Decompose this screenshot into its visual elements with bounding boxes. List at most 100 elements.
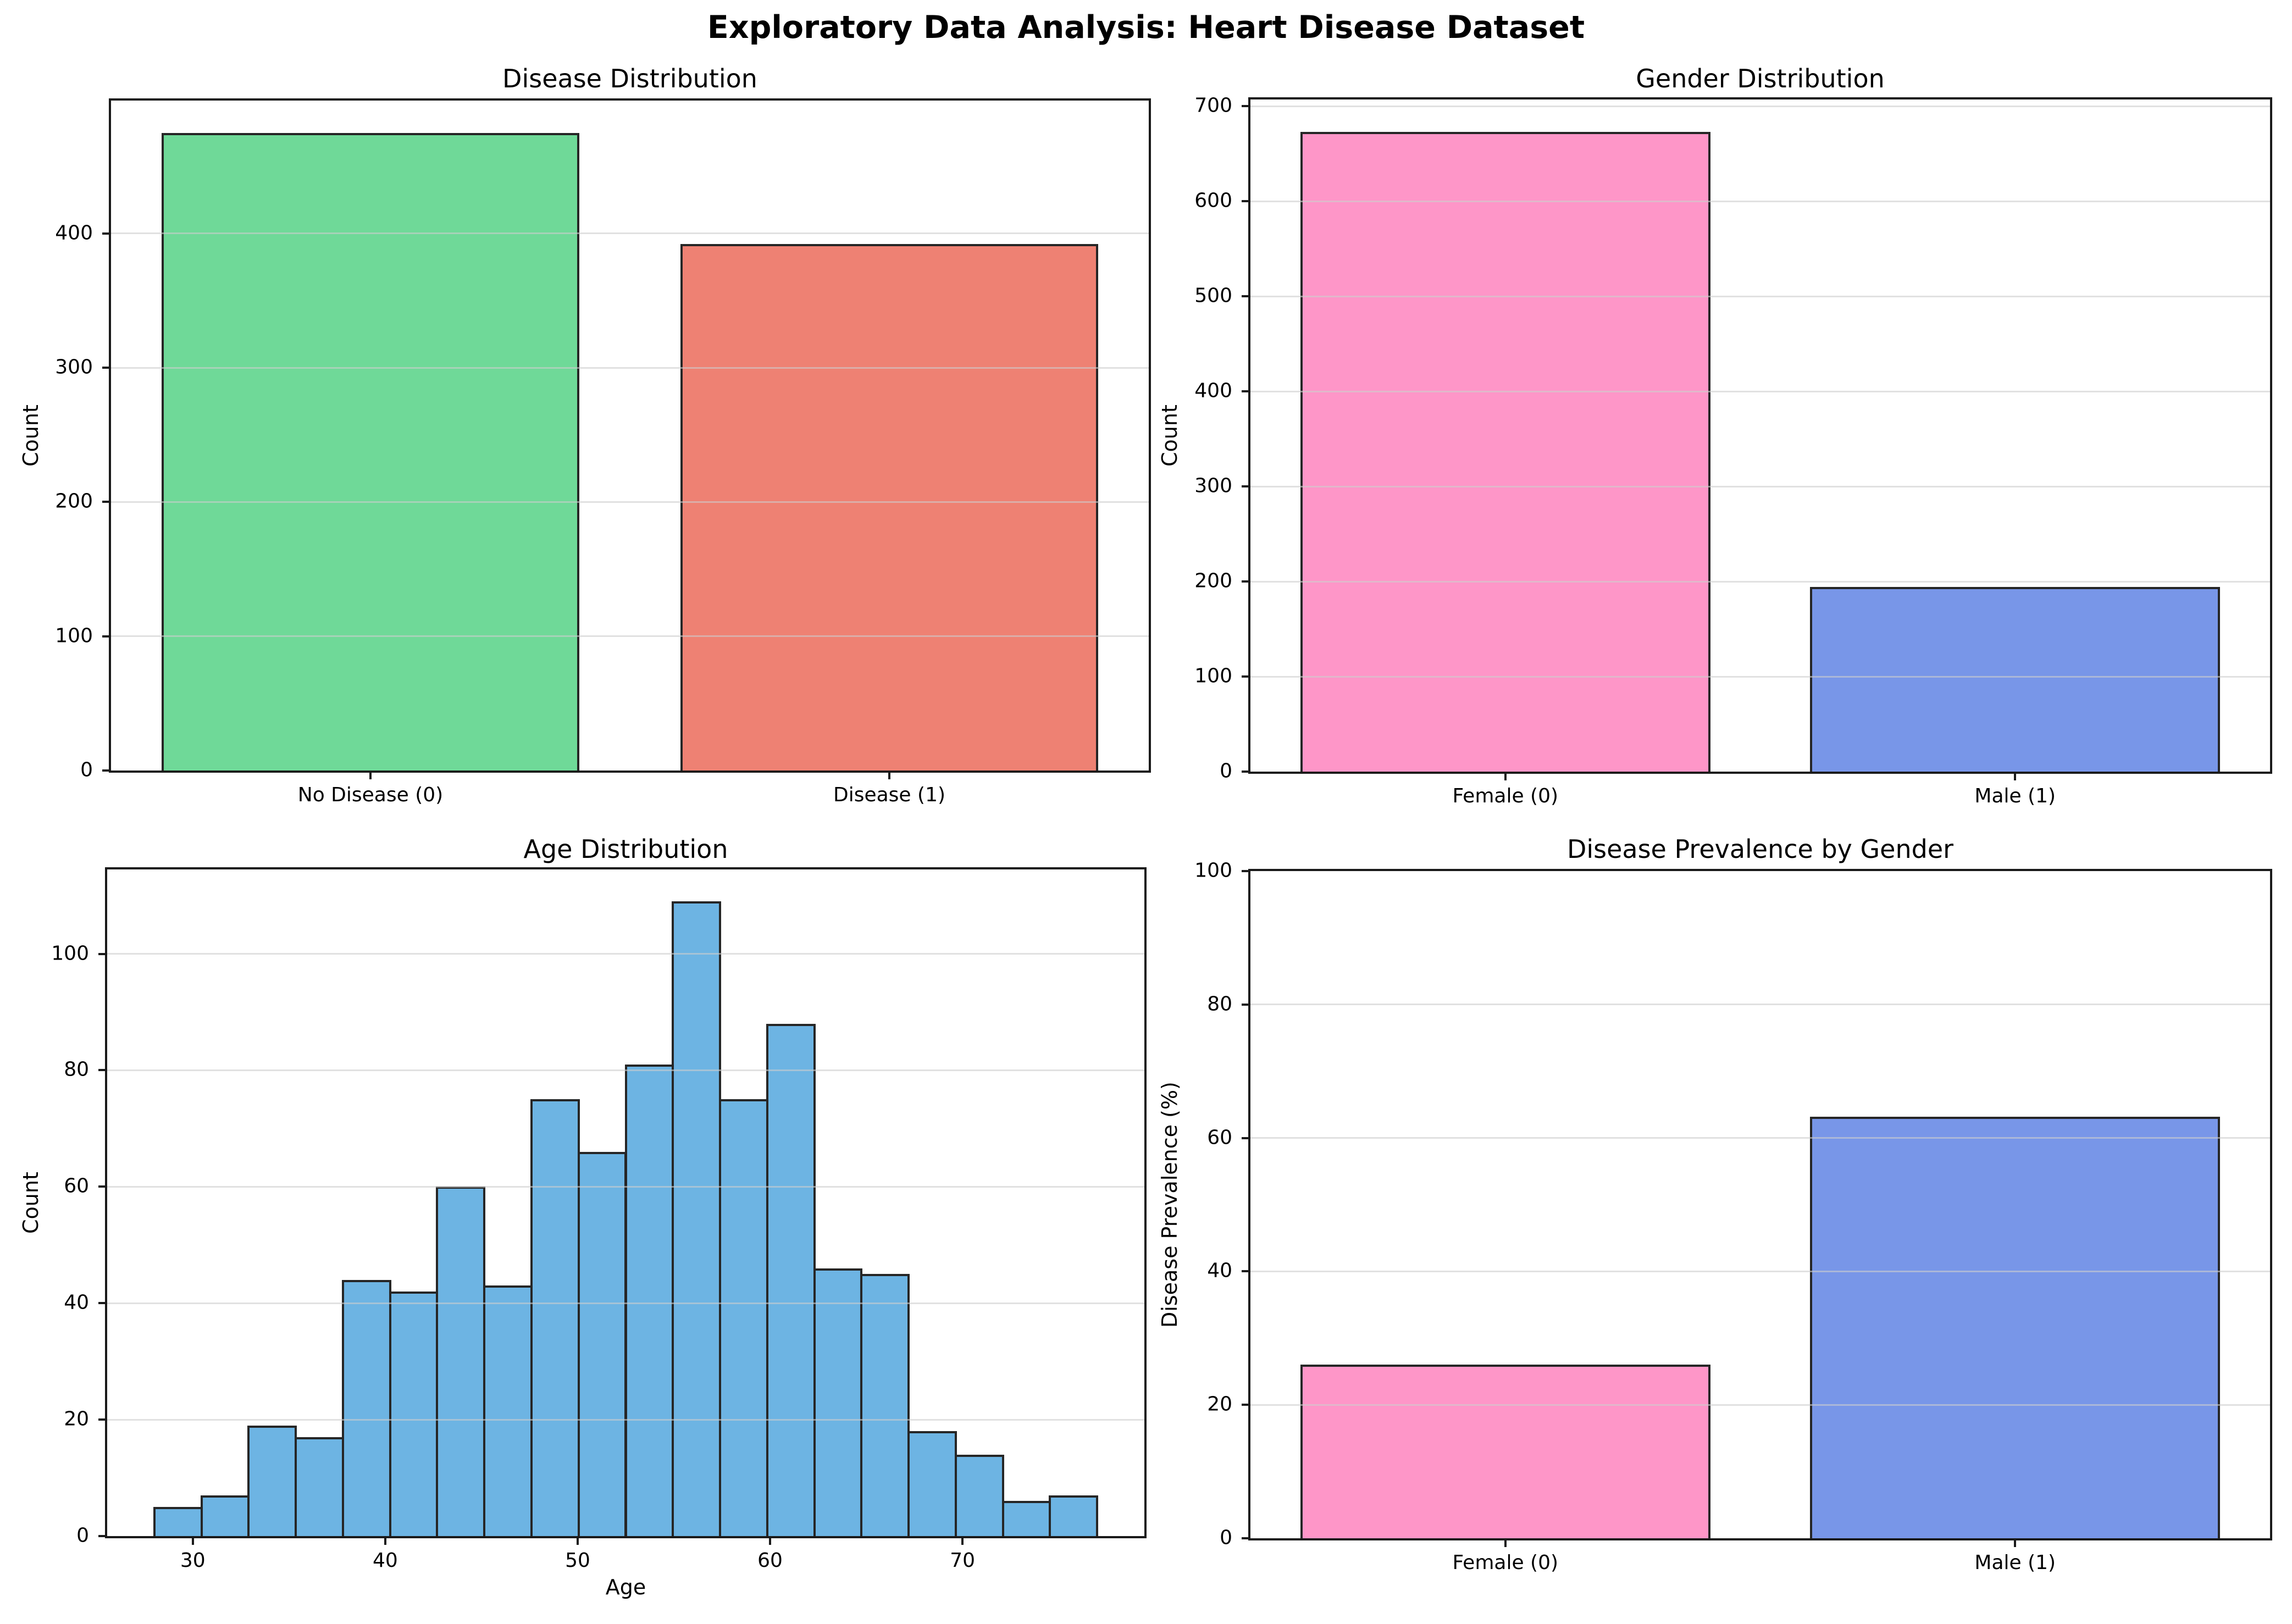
- x-tick-mark: [888, 773, 890, 779]
- x-tick-mark: [2014, 774, 2017, 780]
- bar-male-1-: [1810, 587, 2221, 772]
- category-label: No Disease (0): [297, 784, 444, 806]
- histogram-bar: [200, 1495, 250, 1536]
- histogram-bar: [766, 1023, 816, 1536]
- histogram-bar: [624, 1064, 674, 1536]
- gridline-y-40: [1250, 1270, 2270, 1272]
- x-tick-mark: [576, 1538, 579, 1545]
- histogram-bar: [530, 1099, 580, 1536]
- y-tick-label: 200: [55, 490, 93, 513]
- histogram-bar: [341, 1279, 391, 1536]
- y-tick-mark: [102, 635, 109, 638]
- gridline-y-500: [1250, 295, 2270, 297]
- bar-no-disease-0-: [162, 132, 579, 771]
- x-tick-label: 40: [372, 1549, 398, 1572]
- y-tick-mark: [1242, 771, 1248, 773]
- bar-female-0-: [1300, 131, 1710, 772]
- x-tick-mark: [384, 1538, 386, 1545]
- y-tick-label: 0: [1220, 760, 1232, 783]
- y-tick-mark: [1242, 1137, 1248, 1139]
- y-tick-label: 400: [55, 221, 93, 245]
- y-tick-label: 700: [1194, 94, 1232, 117]
- x-tick-label: 30: [180, 1549, 206, 1572]
- y-tick-label: 100: [55, 624, 93, 647]
- gridline-y-20: [1250, 1404, 2270, 1406]
- x-tick-mark: [1504, 774, 1507, 780]
- x-tick-mark: [191, 1538, 194, 1545]
- x-tick-mark: [1504, 1540, 1507, 1547]
- y-tick-mark: [98, 952, 105, 955]
- y-tick-mark: [98, 1302, 105, 1305]
- y-tick-label: 100: [1194, 859, 1232, 882]
- y-tick-label: 200: [1194, 569, 1232, 592]
- y-tick-label: 0: [80, 758, 93, 781]
- x-tick-label: 50: [565, 1549, 590, 1572]
- chart-title-disease-prevalence: Disease Prevalence by Gender: [1566, 834, 1954, 864]
- y-tick-label: 40: [1207, 1260, 1232, 1283]
- histogram-bar: [719, 1099, 768, 1536]
- plot-area-disease-distribution: 0 100 200 300 400 No Disease (0) Disease (1): [55, 98, 1151, 806]
- y-tick-label: 300: [1194, 474, 1232, 497]
- y-axis-label-disease-prevalence: Disease Prevalence (%): [1158, 1082, 1182, 1328]
- y-tick-mark: [1242, 1003, 1248, 1006]
- gridline-y-400: [1250, 390, 2270, 392]
- gridline-y-60: [107, 1185, 1144, 1188]
- plot-area-gender-distribution: 0 100 200 300 400 500 600 700 Female (0) Male (1): [1194, 95, 2272, 807]
- histogram-bar: [247, 1425, 297, 1536]
- gridline-y-20: [107, 1418, 1144, 1421]
- gridline-y-60: [1250, 1137, 2270, 1139]
- gridline-y-100: [1250, 675, 2270, 678]
- x-tick-mark: [961, 1538, 964, 1545]
- y-tick-mark: [102, 367, 109, 369]
- gridline-y-200: [1250, 580, 2270, 583]
- gridline-y-300: [111, 367, 1149, 369]
- y-tick-mark: [1242, 105, 1248, 108]
- y-tick-mark: [98, 1535, 105, 1537]
- y-tick-label: 40: [64, 1291, 89, 1314]
- y-tick-mark: [1242, 295, 1248, 298]
- y-tick-mark: [98, 1069, 105, 1072]
- gridline-y-80: [107, 1069, 1144, 1071]
- gridline-y-300: [1250, 485, 2270, 487]
- y-axis-label-age-distribution: Count: [19, 1172, 43, 1234]
- histogram-bar: [577, 1151, 627, 1536]
- y-tick-mark: [102, 501, 109, 503]
- y-tick-label: 600: [1194, 189, 1232, 212]
- x-axis-label-age: Age: [605, 1575, 646, 1599]
- histogram-bar: [153, 1507, 203, 1536]
- y-tick-mark: [1242, 1404, 1248, 1406]
- histogram-bar: [954, 1454, 1004, 1536]
- histogram-bar: [672, 901, 722, 1536]
- y-tick-label: 300: [55, 356, 93, 379]
- x-tick-mark: [2014, 1540, 2017, 1547]
- y-tick-label: 0: [1220, 1526, 1232, 1549]
- y-tick-label: 20: [1207, 1393, 1232, 1416]
- gridline-y-400: [111, 232, 1149, 235]
- y-tick-mark: [98, 1185, 105, 1188]
- x-tick-label: 60: [757, 1549, 783, 1572]
- histogram-bar: [907, 1431, 957, 1536]
- y-tick-label: 80: [64, 1058, 89, 1082]
- histogram-bar: [295, 1437, 344, 1536]
- category-label: Male (1): [1974, 1551, 2056, 1574]
- chart-title-age-distribution: Age Distribution: [523, 834, 728, 864]
- y-tick-label: 100: [1194, 664, 1232, 688]
- histogram-bar: [813, 1268, 863, 1536]
- bar-female-0-: [1300, 1365, 1710, 1538]
- category-label: Male (1): [1974, 785, 2056, 807]
- y-tick-mark: [98, 1418, 105, 1421]
- gridline-y-40: [107, 1302, 1144, 1304]
- y-tick-label: 60: [64, 1175, 89, 1198]
- bar-disease-1-: [680, 244, 1098, 771]
- y-tick-label: 20: [64, 1407, 89, 1431]
- y-tick-mark: [1242, 1270, 1248, 1273]
- x-tick-mark: [769, 1538, 772, 1545]
- histogram-bar: [436, 1187, 486, 1536]
- x-tick-label: 70: [950, 1549, 976, 1572]
- y-tick-label: 500: [1194, 284, 1232, 307]
- chart-title-gender-distribution: Gender Distribution: [1636, 64, 1885, 93]
- gridline-y-200: [111, 501, 1149, 503]
- category-label: Female (0): [1452, 785, 1559, 807]
- x-tick-mark: [369, 773, 372, 779]
- y-axis-label-disease-distribution: Count: [19, 404, 43, 467]
